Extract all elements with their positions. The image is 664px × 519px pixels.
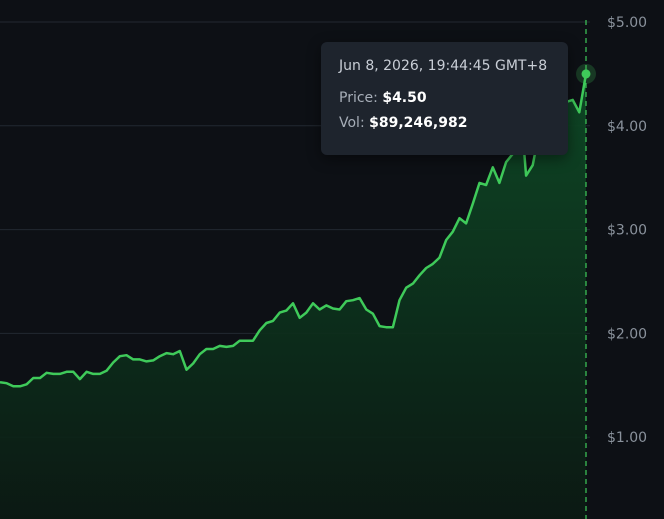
- y-tick-label: $3.00: [607, 223, 647, 239]
- tooltip-volume-value: $89,246,982: [369, 115, 468, 131]
- y-tick-label: $2.00: [607, 326, 647, 342]
- y-tick-label: $4.00: [607, 119, 647, 135]
- hover-point[interactable]: [581, 69, 591, 79]
- hover-tooltip: Jun 8, 2026, 19:44:45 GMT+8 Price: $4.50…: [321, 42, 568, 155]
- tooltip-price-label: Price:: [339, 90, 378, 106]
- y-tick-label: $5.00: [607, 15, 647, 31]
- y-tick-label: $1.00: [607, 430, 647, 446]
- tooltip-timestamp: Jun 8, 2026, 19:44:45 GMT+8: [339, 58, 548, 74]
- y-axis: $1.00 $2.00 $3.00 $4.00 $5.00: [607, 15, 647, 446]
- price-line: [0, 73, 588, 388]
- tooltip-volume-row: Vol: $89,246,982: [339, 115, 550, 131]
- price-area-fill: [0, 73, 586, 519]
- tooltip-price-value: $4.50: [382, 90, 427, 106]
- tooltip-volume-label: Vol:: [339, 115, 365, 131]
- tooltip-price-row: Price: $4.50: [339, 90, 550, 106]
